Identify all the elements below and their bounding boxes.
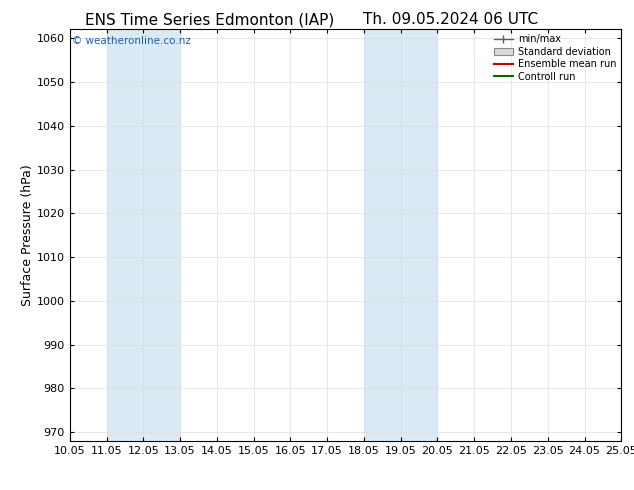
- Text: © weatheronline.co.nz: © weatheronline.co.nz: [72, 36, 191, 46]
- Legend: min/max, Standard deviation, Ensemble mean run, Controll run: min/max, Standard deviation, Ensemble me…: [494, 34, 616, 81]
- Bar: [364, 29, 437, 441]
- Text: ENS Time Series Edmonton (IAP): ENS Time Series Edmonton (IAP): [84, 12, 334, 27]
- Bar: [107, 29, 180, 441]
- Y-axis label: Surface Pressure (hPa): Surface Pressure (hPa): [21, 164, 34, 306]
- Text: Th. 09.05.2024 06 UTC: Th. 09.05.2024 06 UTC: [363, 12, 538, 27]
